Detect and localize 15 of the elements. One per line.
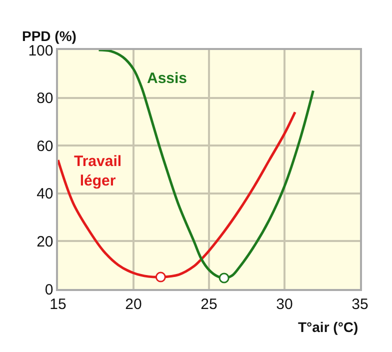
y-tick-label: 0 [44,281,54,298]
x-tick-label: 20 [125,296,142,313]
x-tick-label: 25 [200,296,218,313]
y-tick-label: 100 [28,42,54,60]
y-tick-label: 80 [36,90,54,108]
series-label: Assis [147,70,188,87]
x-tick-label: 30 [276,296,293,313]
x-tick-label: 15 [50,296,66,313]
x-tick-label: 35 [352,296,368,313]
series-label: Travail léger [74,153,122,190]
y-axis-title: PPD (%) [22,28,76,44]
y-tick-label: 40 [36,186,54,203]
y-tick-label: 20 [36,233,54,250]
y-tick-label: 60 [36,138,54,155]
x-axis-title: T°air (°C) [298,319,358,335]
